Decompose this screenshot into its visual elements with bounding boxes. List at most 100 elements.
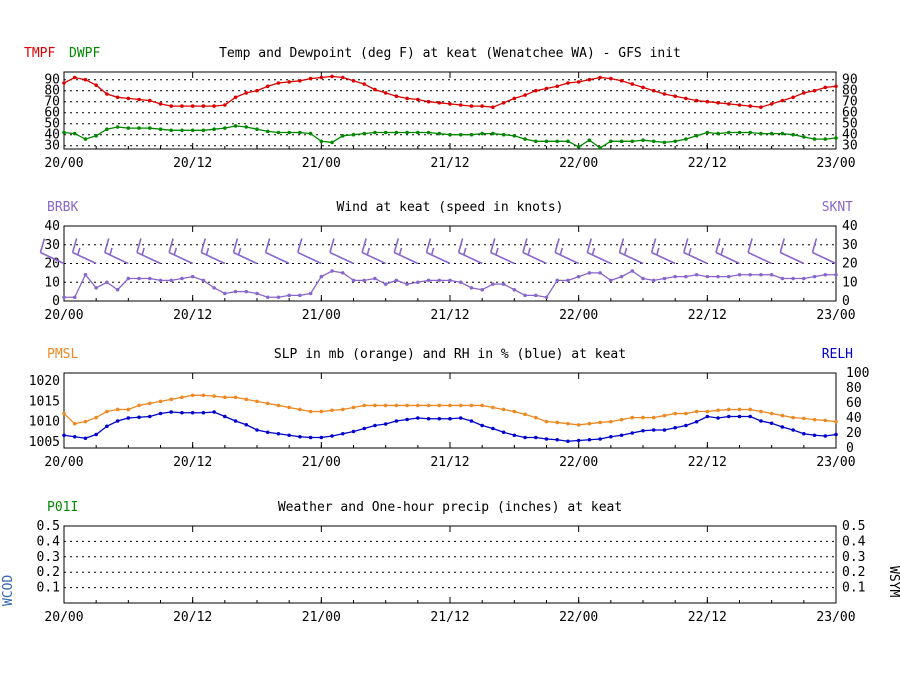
wind-barb-half-flag: [527, 247, 531, 256]
point-dwpf: [373, 130, 377, 135]
point-sknt: [180, 276, 184, 281]
point-tmpf: [555, 84, 560, 89]
wind-barb-flag: [168, 238, 174, 253]
point-pmsl: [812, 417, 817, 422]
point-pmsl: [544, 419, 549, 424]
y-tick-label-left: 0.4: [37, 534, 61, 549]
point-relh: [705, 414, 710, 419]
point-pmsl: [147, 401, 152, 406]
point-dwpf: [351, 132, 356, 137]
point-dwpf: [619, 139, 624, 144]
y-tick-label-right: 0: [846, 441, 854, 456]
x-tick-label: 21/00: [302, 455, 341, 470]
x-tick-label: 22/00: [559, 455, 598, 470]
point-pmsl: [726, 407, 731, 412]
point-relh: [469, 419, 474, 423]
point-tmpf: [180, 104, 184, 108]
point-tmpf: [705, 99, 710, 104]
brbk-label: BRBK: [47, 200, 78, 215]
point-relh: [769, 421, 774, 426]
point-relh: [437, 416, 442, 421]
y-tick-label-right: 30: [842, 238, 858, 253]
point-tmpf: [737, 103, 742, 107]
point-dwpf: [748, 130, 753, 135]
point-relh: [83, 436, 88, 441]
y-tick-label-right: 40: [842, 128, 858, 143]
y-tick-label-left: 0: [52, 294, 60, 309]
point-relh: [330, 434, 334, 438]
point-tmpf: [587, 77, 592, 82]
point-tmpf: [802, 91, 806, 95]
p01i-label: P01I: [47, 500, 78, 515]
point-relh: [223, 414, 227, 419]
y-tick-label-right: 40: [846, 411, 862, 426]
point-pmsl: [694, 409, 699, 414]
wind-barb-flag: [329, 238, 335, 253]
y-tick-label-right: 80: [842, 84, 858, 99]
point-pmsl: [233, 395, 238, 400]
point-dwpf: [255, 127, 259, 131]
wind-barb-half-flag: [141, 247, 145, 256]
point-sknt: [533, 293, 538, 298]
point-dwpf: [694, 134, 699, 138]
x-tick-label: 22/00: [559, 610, 598, 625]
point-sknt: [83, 272, 88, 277]
point-relh: [362, 426, 367, 431]
point-dwpf: [576, 145, 581, 149]
plot-frame: [63, 71, 837, 150]
point-pmsl: [458, 403, 463, 408]
point-dwpf: [737, 130, 742, 135]
point-relh: [533, 435, 538, 440]
point-tmpf: [716, 101, 720, 105]
point-tmpf: [190, 104, 195, 108]
point-pmsl: [759, 409, 763, 414]
point-tmpf: [158, 102, 163, 106]
x-tick-label: 21/12: [430, 308, 469, 323]
point-dwpf: [705, 130, 710, 135]
x-tick-label: 20/12: [173, 156, 212, 171]
point-tmpf: [684, 96, 688, 101]
point-relh: [448, 416, 452, 421]
point-tmpf: [834, 84, 838, 89]
point-relh: [416, 416, 420, 420]
point-pmsl: [705, 409, 710, 414]
point-tmpf: [169, 104, 174, 108]
wsym-label: WSYM: [886, 566, 900, 597]
x-tick-label: 23/00: [816, 308, 855, 323]
point-relh: [716, 416, 720, 420]
point-sknt: [223, 291, 227, 296]
y-tick-label-left: 80: [44, 84, 60, 99]
wind-barb-flag: [425, 238, 432, 253]
point-tmpf: [276, 81, 281, 85]
point-relh: [137, 415, 141, 420]
point-sknt: [158, 278, 163, 283]
point-relh: [523, 435, 527, 440]
point-tmpf: [598, 75, 602, 80]
point-tmpf: [619, 79, 624, 83]
point-dwpf: [126, 126, 131, 130]
wind-barb-flag: [650, 238, 657, 253]
point-relh: [684, 423, 688, 428]
point-pmsl: [651, 415, 656, 420]
x-tick-label: 23/00: [816, 610, 855, 625]
y-tick-label-left: 1015: [29, 394, 60, 409]
x-tick-label: 20/12: [173, 455, 212, 470]
point-tmpf: [244, 91, 249, 95]
point-sknt: [791, 276, 795, 281]
point-dwpf: [330, 140, 334, 145]
y-tick-label-left: 50: [44, 117, 60, 132]
point-dwpf: [416, 130, 420, 135]
relh-label: RELH: [822, 347, 853, 362]
y-tick-label-left: 1010: [29, 415, 60, 430]
point-sknt: [823, 272, 828, 277]
point-relh: [780, 425, 785, 429]
wind-barb-half-flag: [430, 247, 435, 256]
point-pmsl: [105, 409, 109, 414]
x-tick-label: 20/00: [44, 308, 83, 323]
point-dwpf: [480, 131, 484, 136]
point-relh: [255, 428, 259, 432]
point-pmsl: [630, 415, 635, 420]
wind-barb-staff: [393, 251, 419, 265]
temp-chart-title: Temp and Dewpoint (deg F) at keat (Wenat…: [219, 46, 681, 61]
wind-barb-half-flag: [623, 247, 628, 256]
